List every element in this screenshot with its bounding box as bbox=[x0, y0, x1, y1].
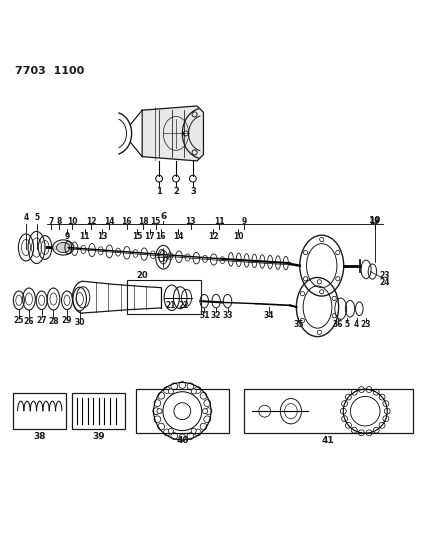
Polygon shape bbox=[142, 106, 203, 161]
Text: 16: 16 bbox=[155, 232, 166, 241]
Text: 2: 2 bbox=[173, 187, 179, 196]
Text: 11: 11 bbox=[80, 232, 90, 241]
Circle shape bbox=[202, 409, 208, 414]
Text: 21: 21 bbox=[165, 301, 176, 310]
Text: 29: 29 bbox=[62, 317, 72, 326]
Circle shape bbox=[157, 409, 162, 414]
Text: 23: 23 bbox=[361, 320, 372, 329]
Text: 14: 14 bbox=[104, 217, 114, 226]
Text: 6: 6 bbox=[160, 212, 166, 221]
Text: 17: 17 bbox=[145, 232, 155, 241]
Text: 9: 9 bbox=[64, 232, 70, 241]
Text: 19: 19 bbox=[369, 217, 380, 226]
Bar bbox=[13, 393, 66, 429]
Text: 4: 4 bbox=[354, 320, 360, 329]
Text: 12: 12 bbox=[86, 217, 97, 226]
Polygon shape bbox=[53, 242, 74, 253]
Text: 23: 23 bbox=[380, 271, 390, 280]
Text: 8: 8 bbox=[56, 217, 62, 226]
Text: 40: 40 bbox=[176, 437, 189, 446]
Text: 10: 10 bbox=[233, 232, 244, 241]
Bar bbox=[128, 280, 201, 314]
Text: 25: 25 bbox=[14, 317, 24, 326]
Text: 20: 20 bbox=[137, 271, 148, 280]
Text: 5: 5 bbox=[35, 213, 40, 222]
Text: 15: 15 bbox=[132, 232, 142, 241]
Text: 41: 41 bbox=[322, 437, 334, 446]
Circle shape bbox=[191, 389, 196, 394]
Text: 10: 10 bbox=[67, 217, 78, 226]
Text: 34: 34 bbox=[264, 311, 274, 320]
Bar bbox=[136, 389, 229, 433]
Circle shape bbox=[168, 429, 173, 433]
Text: 32: 32 bbox=[211, 311, 221, 320]
Text: 12: 12 bbox=[208, 232, 218, 241]
Text: 28: 28 bbox=[48, 317, 59, 326]
Text: 33: 33 bbox=[222, 311, 233, 320]
Text: 14: 14 bbox=[173, 232, 183, 241]
Text: 5: 5 bbox=[345, 320, 350, 329]
Text: 13: 13 bbox=[185, 217, 196, 226]
Text: 7: 7 bbox=[49, 217, 54, 226]
Text: 19: 19 bbox=[368, 215, 381, 224]
Text: 1: 1 bbox=[156, 187, 162, 196]
Text: 15: 15 bbox=[151, 217, 161, 226]
Text: 30: 30 bbox=[74, 318, 85, 327]
Text: 3: 3 bbox=[190, 187, 196, 196]
Text: 27: 27 bbox=[36, 317, 47, 326]
Text: 7703  1100: 7703 1100 bbox=[15, 66, 85, 76]
Text: 9: 9 bbox=[242, 217, 247, 226]
Text: 4: 4 bbox=[24, 213, 29, 222]
Text: 16: 16 bbox=[121, 217, 132, 226]
Text: 13: 13 bbox=[97, 232, 108, 241]
Text: 31: 31 bbox=[199, 311, 210, 320]
Text: 39: 39 bbox=[92, 432, 105, 441]
Text: 26: 26 bbox=[24, 317, 34, 326]
Text: 38: 38 bbox=[33, 432, 46, 441]
Bar bbox=[244, 389, 413, 433]
Text: 22: 22 bbox=[178, 301, 188, 310]
Text: 24: 24 bbox=[380, 278, 390, 287]
Text: 35: 35 bbox=[293, 320, 304, 329]
Text: 11: 11 bbox=[214, 217, 224, 226]
Text: 36: 36 bbox=[333, 320, 343, 329]
Text: 18: 18 bbox=[138, 217, 149, 226]
Circle shape bbox=[191, 429, 196, 433]
Bar bbox=[72, 393, 125, 429]
Circle shape bbox=[168, 389, 173, 394]
